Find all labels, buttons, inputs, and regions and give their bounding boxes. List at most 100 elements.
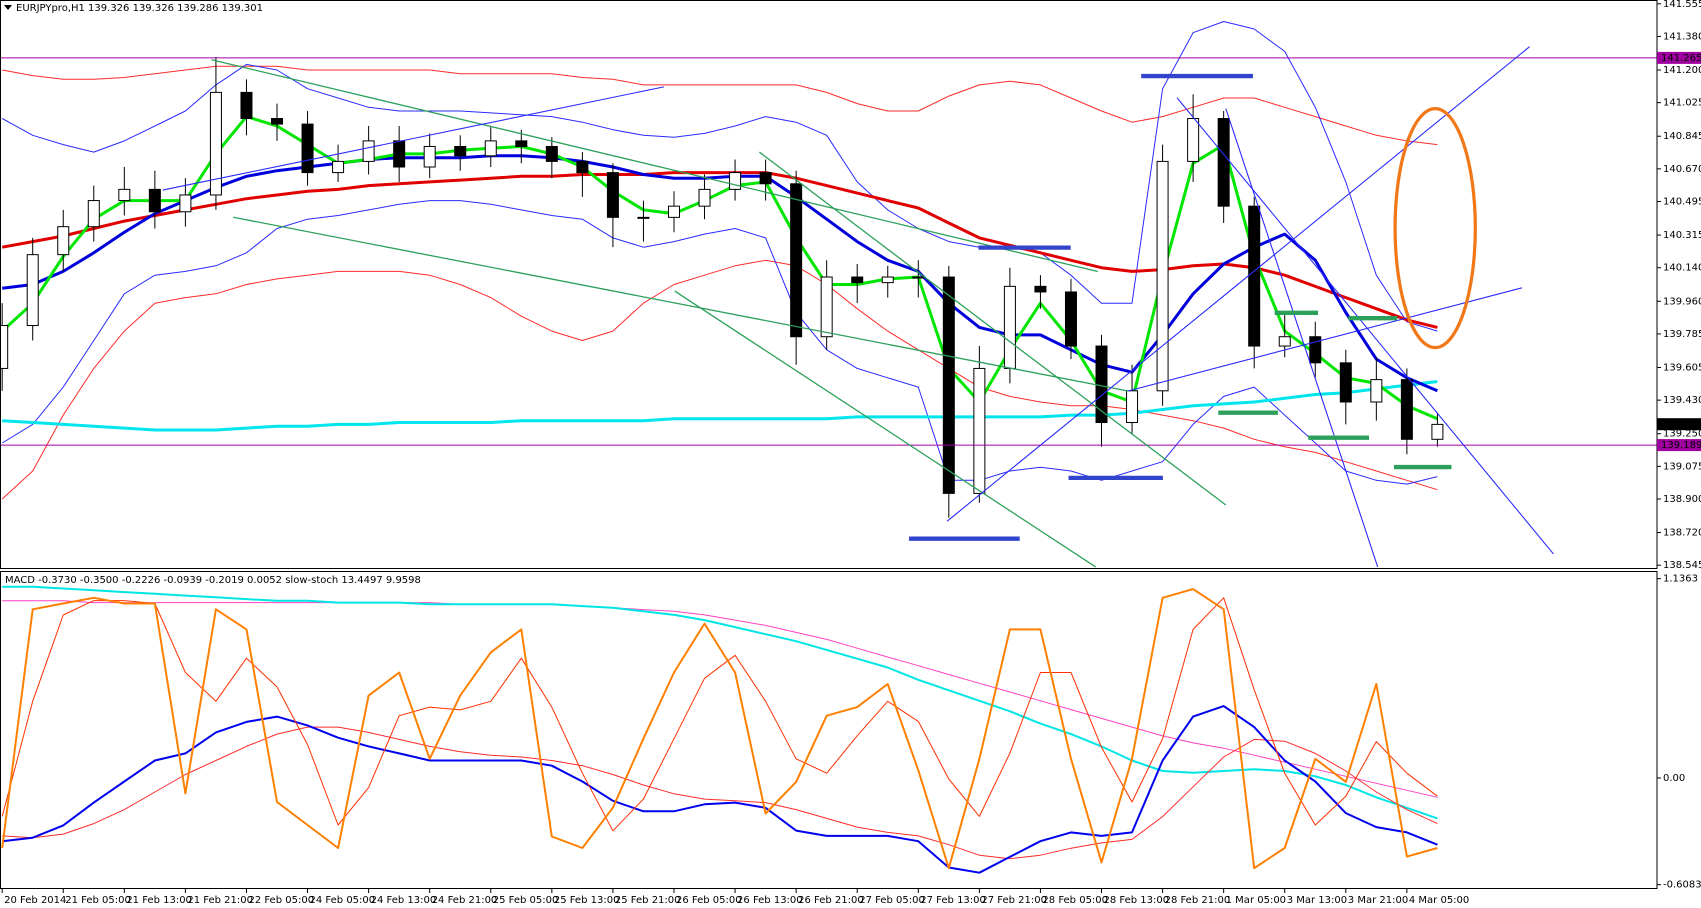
y-tick-label: 138.545: [1663, 560, 1701, 571]
candle-body: [271, 118, 284, 125]
candle-body: [759, 172, 772, 185]
trend-line: [674, 290, 1097, 568]
candle-body: [179, 194, 192, 213]
y-tick-label: 139.430: [1663, 395, 1701, 406]
trend-line: [1128, 287, 1523, 392]
candle-body: [393, 140, 406, 168]
indicator-header: MACD -0.3730 -0.3500 -0.2226 -0.0939 -0.…: [5, 575, 421, 586]
x-tick-label: 26 Feb 21:00: [798, 895, 864, 906]
candle-body: [942, 276, 955, 494]
indicator-frame: [0, 571, 1658, 889]
candle-body: [1003, 285, 1016, 369]
candle-body: [637, 216, 650, 219]
y-tick-label: 140.140: [1663, 263, 1701, 274]
x-tick-label: 3 Mar 21:00: [1348, 895, 1408, 906]
candle-body: [26, 254, 39, 327]
y-tick-label: 140.495: [1663, 197, 1701, 208]
candle-body: [118, 188, 131, 202]
candle-body: [1064, 291, 1077, 347]
y-tick-label: 0.00: [1663, 773, 1685, 784]
x-tick-label: 28 Feb 21:00: [1165, 895, 1231, 906]
indicator-line: [2, 154, 1438, 393]
trend-line: [1225, 108, 1379, 568]
y-tick-label: 139.785: [1663, 329, 1701, 340]
trend-line: [233, 216, 1129, 392]
candle-body: [1034, 285, 1047, 293]
x-tick-label: 24 Feb 21:00: [432, 895, 498, 906]
x-tick-label: 24 Feb 05:00: [310, 895, 376, 906]
x-tick-label: 1 Mar 05:00: [1226, 895, 1286, 906]
y-tick-label: 139.605: [1663, 362, 1701, 373]
candle-body: [729, 172, 742, 190]
candle-body: [1400, 379, 1413, 440]
indicator-line: [1, 259, 1438, 500]
candle-body: [1187, 118, 1200, 162]
drawn-objects: [162, 46, 1554, 568]
x-tick-label: 22 Feb 05:00: [248, 895, 314, 906]
x-tick-label: 25 Feb 21:00: [615, 895, 681, 906]
x-tick-label: 3 Mar 13:00: [1287, 895, 1347, 906]
x-tick-label: 21 Feb 05:00: [65, 895, 131, 906]
candle-body: [881, 276, 894, 284]
x-tick-label: 26 Feb 05:00: [676, 895, 742, 906]
level-label-box: [1657, 51, 1701, 64]
level-label: 139.189: [1661, 440, 1701, 451]
x-tick-label: 25 Feb 13:00: [554, 895, 620, 906]
y-tick-label: 140.315: [1663, 230, 1701, 241]
y-tick-label: -0.6083: [1663, 880, 1701, 891]
candle-body: [332, 160, 345, 174]
y-tick-label: 140.670: [1663, 164, 1701, 175]
price-panel: [0, 21, 1657, 518]
candle-body: [851, 276, 864, 284]
candle-body: [515, 140, 528, 147]
candle-body: [240, 91, 253, 120]
x-tick-label: 21 Feb 21:00: [187, 895, 253, 906]
y-tick-label: 141.025: [1663, 98, 1701, 109]
level-label-box: [1657, 439, 1701, 452]
x-tick-label: 27 Feb 05:00: [859, 895, 925, 906]
indicator-line: [2, 380, 1438, 432]
x-tick-label: 28 Feb 13:00: [1104, 895, 1170, 906]
indicator-line: [1, 597, 1438, 832]
candle-body: [1126, 390, 1139, 424]
y-tick-label: 141.200: [1663, 65, 1701, 76]
symbol-header: EURJPYpro,H1 139.326 139.326 139.286 139…: [16, 3, 263, 14]
candle-body: [1309, 336, 1322, 364]
y-tick-label: 138.720: [1663, 528, 1701, 539]
candle-body: [0, 325, 9, 369]
indicator-line: [1, 21, 1438, 332]
candle-body: [973, 367, 986, 494]
x-tick-label: 20 Feb 2014: [4, 895, 66, 906]
y-tick-label: 139.250: [1663, 429, 1701, 440]
candle-body: [209, 91, 222, 196]
candle-body: [790, 183, 803, 338]
candle-body: [301, 123, 314, 174]
x-tick-label: 4 Mar 05:00: [1409, 895, 1469, 906]
price-label-box: [1657, 418, 1701, 431]
candle-body: [454, 145, 467, 157]
y-tick-label: 141.555: [1663, 0, 1701, 10]
candle-body: [545, 145, 558, 162]
candle-body: [1156, 160, 1169, 392]
price-label: 139.301: [1661, 419, 1701, 430]
indicator-line: [2, 726, 1438, 860]
candle-body: [148, 188, 161, 213]
trend-line: [758, 151, 1227, 506]
candle-body: [1217, 118, 1230, 207]
indicator-line: [2, 705, 1438, 874]
x-tick-label: 25 Feb 05:00: [493, 895, 559, 906]
menu-arrow[interactable]: [4, 5, 12, 10]
candle-body: [912, 276, 925, 279]
indicator-line: [1, 588, 1438, 870]
x-tick-label: 28 Feb 05:00: [1042, 895, 1108, 906]
trend-line: [162, 86, 665, 191]
y-tick-label: 140.845: [1663, 131, 1701, 142]
candle-body: [484, 140, 497, 157]
candle-body: [820, 276, 833, 338]
trend-line: [211, 59, 1098, 273]
x-tick-label: 24 Feb 13:00: [371, 895, 437, 906]
indicator-line: [2, 600, 1438, 798]
y-tick-label: 141.380: [1663, 31, 1701, 42]
x-tick-label: 26 Feb 13:00: [737, 895, 803, 906]
